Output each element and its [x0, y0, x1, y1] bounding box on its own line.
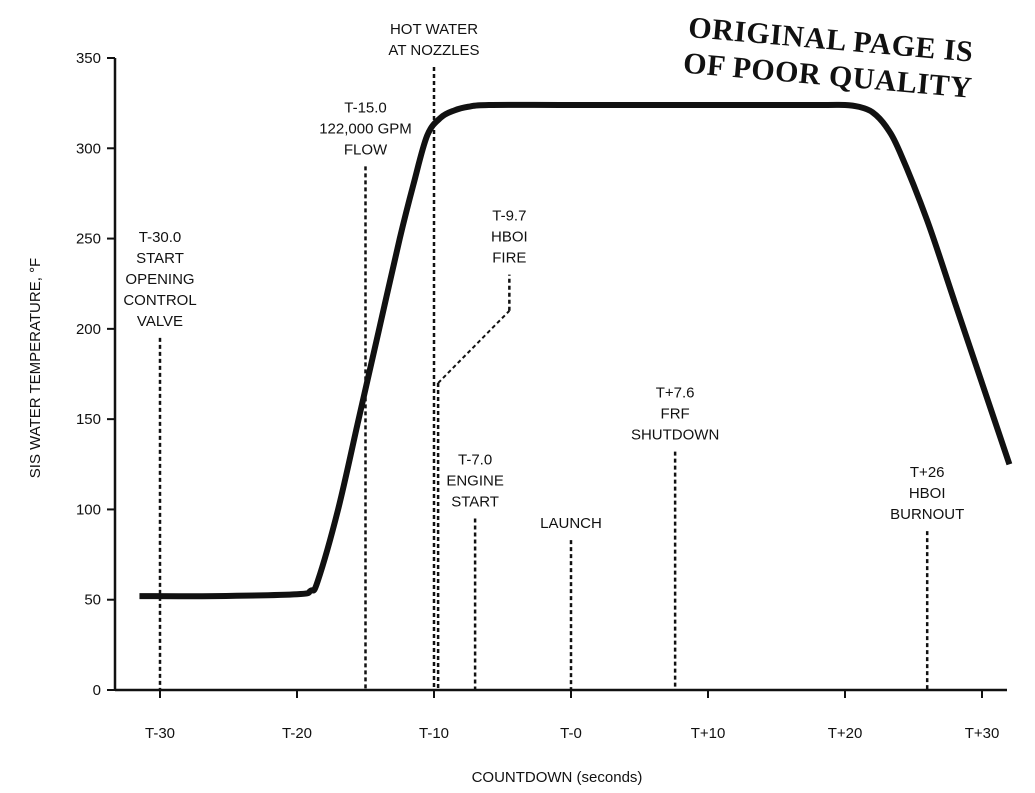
event-label: SHUTDOWN [631, 427, 719, 444]
y-tick-label: 250 [76, 231, 101, 248]
y-tick-label: 0 [93, 682, 101, 699]
event-label: 122,000 GPM [319, 120, 412, 137]
event-label: HOT WATER [390, 21, 478, 38]
series [139, 101, 1013, 600]
temperature-curve [139, 101, 1013, 600]
event-label: OPENING [125, 271, 194, 288]
event-label: START [136, 250, 184, 267]
event-label: T-15.0 [344, 99, 387, 116]
axes: 0 50 100 150 200 250 300 350 T-30 T-20 T-10 T-0 T+10… [76, 50, 1007, 742]
y-tick-label: 150 [76, 411, 101, 428]
x-axis-title: COUNTDOWN (seconds) [472, 769, 643, 786]
event-label: LAUNCH [540, 515, 602, 532]
y-tick-label: 350 [76, 50, 101, 67]
event-label: START [451, 493, 499, 510]
x-tick-label: T-10 [419, 725, 449, 742]
event-leader-line [437, 310, 511, 384]
x-tick-label: T+30 [965, 725, 1000, 742]
y-tick-label: 300 [76, 140, 101, 157]
event-label: HBOI [909, 485, 946, 502]
x-tick-label: T+20 [828, 725, 863, 742]
event-label: T+26 [910, 464, 945, 481]
event-label: FLOW [344, 141, 388, 158]
event-label: FRF [661, 406, 690, 423]
event-label: FIRE [492, 250, 526, 267]
annotations: T-30.0 START OPENING CONTROL VALVE T-15.0 122,… [123, 21, 964, 690]
event-label: VALVE [137, 313, 183, 330]
event-label: BURNOUT [890, 506, 964, 523]
event-label: T+7.6 [656, 385, 695, 402]
event-label: T-7.0 [458, 451, 492, 468]
x-tick-label: T-30 [145, 725, 175, 742]
event-label: HBOI [491, 229, 528, 246]
y-tick-label: 100 [76, 501, 101, 518]
event-label: AT NOZZLES [388, 42, 479, 59]
x-tick-label: T-20 [282, 725, 312, 742]
event-label: T-30.0 [139, 229, 182, 246]
event-label: CONTROL [123, 292, 196, 309]
event-label: T-9.7 [492, 208, 526, 225]
y-axis-title: SIS WATER TEMPERATURE, °F [27, 258, 44, 478]
y-tick-label: 200 [76, 321, 101, 338]
event-label: ENGINE [446, 472, 504, 489]
x-tick-label: T-0 [560, 725, 582, 742]
y-tick-label: 50 [84, 592, 101, 609]
x-tick-label: T+10 [691, 725, 726, 742]
